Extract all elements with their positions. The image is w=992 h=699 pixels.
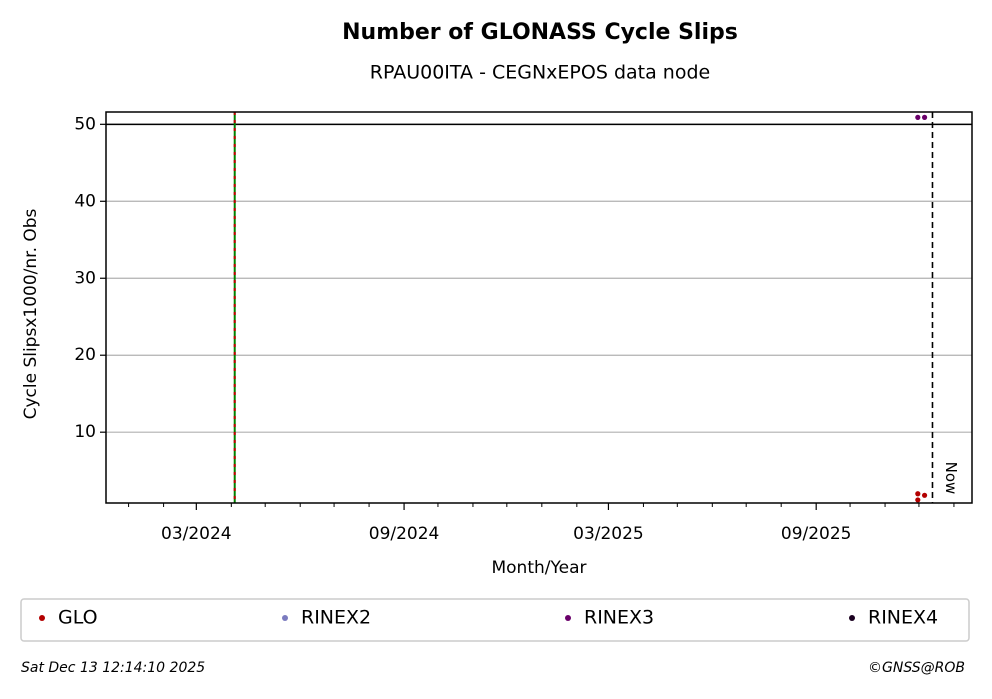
chart-subtitle: RPAU00ITA - CEGNxEPOS data node	[370, 62, 710, 84]
footer-credit: ©GNSS@ROB	[868, 660, 965, 676]
legend-marker	[565, 615, 571, 621]
legend-label: RINEX3	[584, 607, 654, 629]
y-axis-label: Cycle Slipsx1000/nr. Obs	[21, 208, 41, 419]
legend-label: GLO	[58, 607, 98, 629]
y-tick-label: 30	[74, 268, 96, 288]
now-label: Now	[942, 462, 960, 495]
legend-marker	[849, 615, 855, 621]
footer-date: Sat Dec 13 12:14:10 2025	[21, 660, 205, 676]
data-point	[915, 114, 921, 120]
data-point	[915, 491, 921, 497]
legend-label: RINEX2	[301, 607, 371, 629]
x-axis-label: Month/Year	[491, 558, 586, 578]
data-point	[921, 492, 928, 498]
y-tick-label: 40	[74, 191, 96, 211]
y-tick-label: 10	[74, 422, 96, 442]
y-tick-label: 20	[74, 345, 96, 365]
data-point	[915, 497, 921, 503]
x-tick-label: 09/2024	[369, 524, 440, 544]
data-point	[921, 114, 928, 120]
y-tick-label: 50	[74, 114, 96, 134]
legend-box	[20, 598, 970, 642]
legend-marker	[39, 615, 45, 621]
x-tick-label: 09/2025	[781, 524, 852, 544]
x-tick-label: 03/2025	[573, 524, 644, 544]
legend-label: RINEX4	[868, 607, 938, 629]
plot-frame	[105, 111, 973, 504]
x-tick-label: 03/2024	[161, 524, 232, 544]
legend-marker	[282, 615, 288, 621]
chart-title: Number of GLONASS Cycle Slips	[342, 20, 738, 45]
